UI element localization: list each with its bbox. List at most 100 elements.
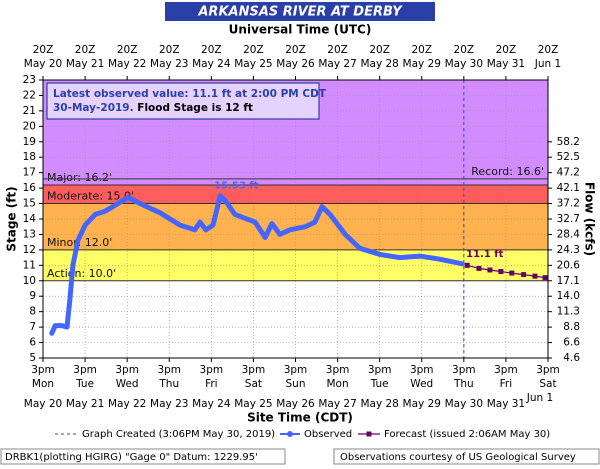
bottom-tick-time: 3pm	[368, 364, 392, 376]
forecast-point	[464, 262, 470, 268]
y-tick-label: 11	[23, 259, 36, 271]
bottom-tick-weekday: Sat	[245, 378, 262, 390]
top-tick-time: 20Z	[33, 44, 54, 56]
bottom-tick-weekday: Wed	[116, 378, 139, 390]
y2-tick-label: 58.2	[557, 136, 580, 148]
y2-tick-label: 28.4	[557, 228, 581, 240]
y2-tick-label: 20.6	[557, 259, 581, 271]
y2-tick-label: 37.2	[557, 198, 580, 210]
legend-forecast: Forecast (issued 2:06AM May 30)	[384, 429, 550, 440]
bottom-tick-weekday: Thu	[158, 378, 179, 390]
forecast-point	[509, 270, 515, 276]
top-tick-date: May 30	[445, 58, 483, 70]
bottom-tick-time: 3pm	[326, 364, 350, 376]
bottom-tick-time: 3pm	[31, 364, 55, 376]
footer-left-box	[0, 448, 286, 465]
y-tick-label: 6	[29, 337, 36, 349]
footer-left: DRBK1(plotting HGIRG) "Gage 0" Datum: 12…	[5, 452, 258, 463]
y2-tick-label: 52.5	[557, 151, 580, 163]
bottom-tick-time: 3pm	[536, 364, 560, 376]
bottom-tick-time: 3pm	[452, 364, 476, 376]
bottom-tick-weekday: Thu	[453, 378, 474, 390]
info-flood: Flood Stage is 12 ft	[137, 102, 253, 114]
bottom-tick-date: May 25	[234, 398, 272, 410]
y2-tick-label: 8.8	[563, 321, 580, 333]
annotation: 15.53 ft	[214, 180, 258, 191]
forecast-point	[542, 275, 548, 281]
y-tick-label: 12	[23, 244, 36, 256]
bottom-tick-weekday: Fri	[500, 378, 513, 390]
y-tick-label: 20	[23, 120, 36, 132]
legend-observed-dot	[287, 431, 293, 437]
info-line2: 30-May-2019. Flood Stage is 12 ft	[53, 102, 253, 114]
bottom-tick-time: 3pm	[115, 364, 139, 376]
top-tick-time: 20Z	[454, 44, 475, 56]
top-tick-time: 20Z	[538, 44, 559, 56]
footer-right: Observations courtesy of US Geological S…	[340, 452, 576, 463]
y2-tick-label: 11.3	[557, 306, 580, 318]
bottom-tick-time: 3pm	[410, 364, 434, 376]
flood-label: Major: 16.2'	[47, 171, 112, 184]
top-tick-date: May 20	[24, 58, 62, 70]
bottom-tick-time: 3pm	[242, 364, 266, 376]
y-tick-label: 5	[29, 352, 36, 364]
y-tick-label: 13	[23, 228, 36, 240]
top-tick-date: May 24	[192, 58, 231, 70]
top-tick-time: 20Z	[496, 44, 517, 56]
y-axis-title: Stage (ft)	[5, 186, 19, 251]
y-tick-label: 21	[23, 105, 36, 117]
y2-tick-label: 24.3	[557, 244, 580, 256]
top-tick-date: May 27	[318, 58, 356, 70]
bottom-tick-weekday: Mon	[327, 378, 349, 390]
top-tick-time: 20Z	[285, 44, 306, 56]
info-line1: Latest observed value: 11.1 ft at 2:00 P…	[53, 88, 327, 100]
bottom-tick-date: May 30	[445, 398, 483, 410]
bottom-tick-weekday: Sat	[539, 378, 556, 390]
legend-observed: Observed	[304, 429, 352, 440]
bottom-tick-date: May 28	[360, 398, 398, 410]
top-tick-date: May 22	[108, 58, 146, 70]
observed-line	[49, 193, 465, 336]
bottom-tick-date: May 23	[150, 398, 188, 410]
bottom-tick-time: 3pm	[73, 364, 97, 376]
bottom-tick-weekday: Wed	[410, 378, 433, 390]
top-tick-time: 20Z	[75, 44, 96, 56]
y-tick-label: 10	[23, 275, 36, 287]
bottom-tick-date: May 24	[192, 398, 231, 410]
top-tick-time: 20Z	[159, 44, 180, 56]
y-tick-label: 19	[23, 136, 36, 148]
bottom-tick-weekday: Tue	[75, 378, 94, 390]
y-tick-label: 14	[23, 213, 37, 225]
y-tick-label: 18	[23, 151, 36, 163]
bottom-tick-time: 3pm	[200, 364, 224, 376]
bottom-tick-date: May 21	[66, 398, 104, 410]
forecast-point	[476, 265, 482, 271]
legend-forecast-dot	[366, 431, 372, 437]
top-tick-date: May 31	[487, 58, 525, 70]
y2-axis-title: Flow (kcfs)	[583, 182, 597, 256]
y2-tick-label: 6.6	[563, 337, 580, 349]
top-tick-date: May 28	[360, 58, 398, 70]
bottom-tick-date: Jun 1	[526, 392, 553, 404]
bottom-tick-date: May 22	[108, 398, 146, 410]
flood-label: Action: 10.0'	[47, 267, 116, 280]
top-tick-time: 20Z	[369, 44, 390, 56]
flood-label: Record: 16.6'	[471, 165, 544, 178]
bottom-tick-weekday: Tue	[370, 378, 389, 390]
y-tick-label: 15	[23, 198, 36, 210]
bottom-tick-date: May 26	[276, 398, 315, 410]
forecast-point	[487, 267, 493, 273]
y2-tick-label: 47.2	[557, 167, 580, 179]
bottom-tick-time: 3pm	[157, 364, 181, 376]
top-tick-date: May 26	[276, 58, 315, 70]
bottom-tick-date: May 29	[403, 398, 441, 410]
top-tick-time: 20Z	[327, 44, 348, 56]
top-tick-date: Jun 1	[534, 58, 561, 70]
top-tick-date: May 29	[403, 58, 441, 70]
chart-title: ARKANSAS RIVER AT DERBY	[197, 5, 403, 20]
footer-right-box	[333, 448, 600, 465]
top-axis-title: Universal Time (UTC)	[229, 23, 372, 37]
forecast-point	[532, 273, 538, 279]
bottom-tick-date: May 31	[487, 398, 525, 410]
legend-created: Graph Created (3:06PM May 30, 2019)	[82, 429, 275, 440]
